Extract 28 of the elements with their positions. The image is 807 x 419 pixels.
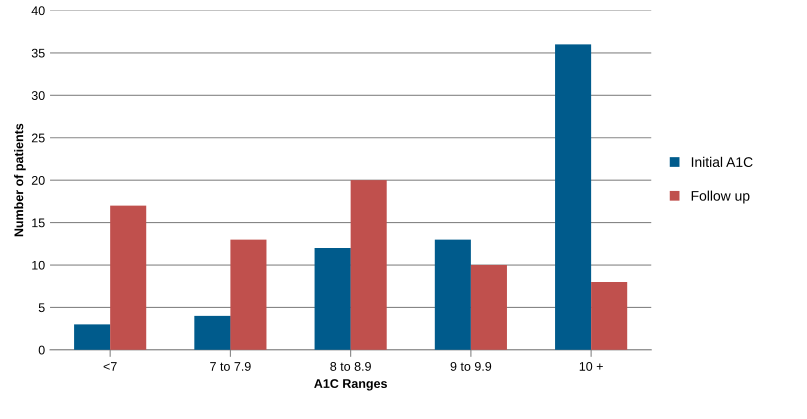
y-tick-label: 20: [32, 176, 45, 185]
y-tick-label: 30: [32, 91, 45, 100]
x-tick-label: 7 to 7.9: [210, 362, 251, 371]
y-tick-label: 35: [32, 48, 45, 58]
bar: [434, 240, 471, 350]
legend-label: Initial A1C: [692, 156, 753, 168]
bar: [74, 324, 110, 350]
x-tick-label: <7: [104, 362, 117, 371]
x-tick-label: 9 to 9.9: [450, 362, 492, 371]
y-tick-label: 0: [38, 346, 45, 355]
bar: [110, 206, 146, 350]
y-tick-label: 25: [32, 134, 45, 142]
y-tick-label: 15: [32, 218, 45, 228]
bar: [194, 316, 230, 350]
x-axis-title: A1C Ranges: [314, 379, 387, 391]
x-tick-label: 8 to 8.9: [330, 362, 371, 371]
bar: [350, 180, 387, 350]
bar: [230, 240, 266, 350]
bar: [314, 248, 351, 350]
x-tick-label: 10 +: [580, 362, 603, 371]
bar: [470, 265, 507, 350]
y-axis-title: Number of patients: [14, 124, 26, 236]
bar: [555, 44, 592, 350]
legend-label: Follow up: [692, 190, 750, 204]
bar: [591, 282, 628, 350]
y-tick-label: 5: [38, 303, 45, 312]
y-tick-label: 10: [32, 260, 45, 270]
y-tick-label: 40: [32, 6, 45, 16]
